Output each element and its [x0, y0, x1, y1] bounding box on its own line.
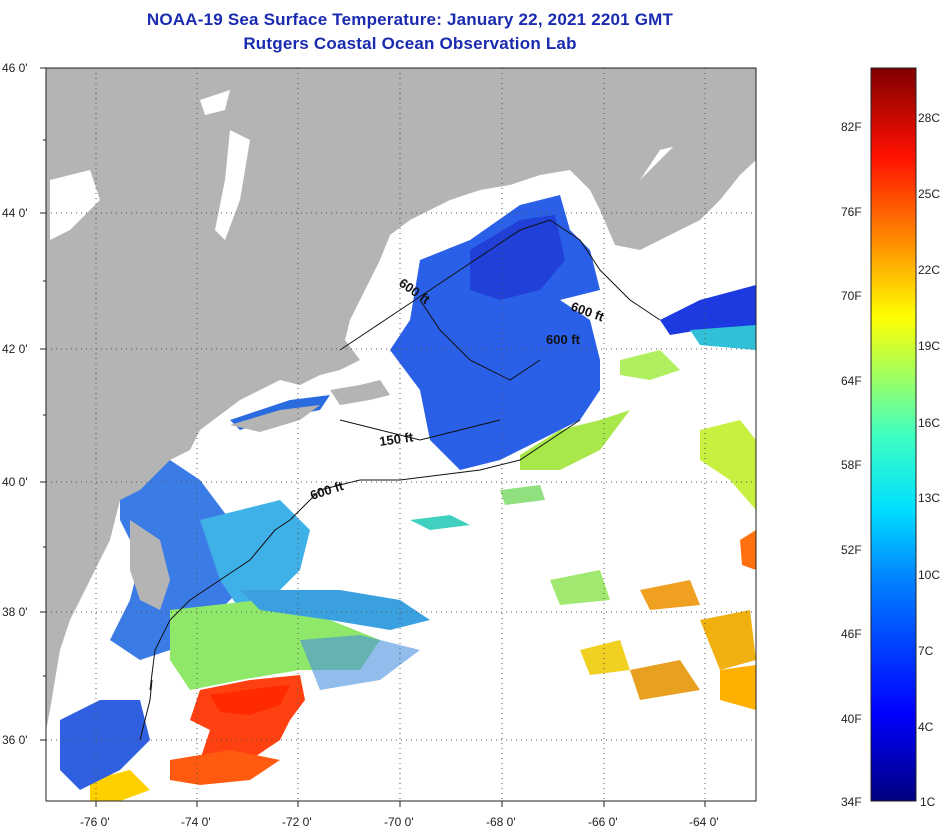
colorbar-c-label: 4C: [918, 720, 934, 734]
lat-label: 46 0': [2, 61, 28, 75]
lat-label: 40 0': [2, 475, 28, 489]
contour-label-3: 600 ft: [546, 332, 581, 347]
lon-label: -64 0': [689, 815, 719, 829]
lon-label: -66 0': [588, 815, 618, 829]
colorbar-f-label: 40F: [841, 712, 862, 726]
colorbar-f-label: 34F: [841, 795, 862, 809]
colorbar-f-label: 64F: [841, 374, 862, 388]
lon-label: -70 0': [384, 815, 414, 829]
lat-label: 44 0': [2, 206, 28, 220]
lon-label: -74 0': [181, 815, 211, 829]
map-title: NOAA-19 Sea Surface Temperature: January…: [146, 10, 674, 29]
lon-label: -68 0': [486, 815, 516, 829]
latitude-labels: 46 0' 44 0' 42 0' 40 0' 38 0' 36 0': [2, 61, 28, 747]
tick-marks: [40, 67, 706, 807]
colorbar-c-label: 10C: [918, 568, 940, 582]
colorbar-c-label: 19C: [918, 339, 940, 353]
colorbar-c-label: 25C: [918, 187, 940, 201]
colorbar-f-label: 70F: [841, 289, 862, 303]
lat-label: 36 0': [2, 733, 28, 747]
lat-label: 38 0': [2, 605, 28, 619]
colorbar-c-label: 1C: [920, 795, 936, 809]
longitude-labels: -76 0' -74 0' -72 0' -70 0' -68 0' -66 0…: [80, 815, 719, 829]
graticule: [46, 68, 756, 801]
contour-label-4: 150 ft: [378, 429, 414, 449]
lon-label: -76 0': [80, 815, 110, 829]
colorbar-f-label: 76F: [841, 205, 862, 219]
lat-label: 42 0': [2, 342, 28, 356]
colorbar-c-label: 22C: [918, 263, 940, 277]
lon-label: -72 0': [282, 815, 312, 829]
colorbar-c-label: 28C: [918, 111, 940, 125]
map-subtitle: Rutgers Coastal Ocean Observation Lab: [243, 34, 577, 53]
depth-contours: [139, 219, 661, 741]
colorbar-f-label: 52F: [841, 543, 862, 557]
colorbar-c-label: 16C: [918, 416, 940, 430]
colorbar-c-label: 13C: [918, 491, 940, 505]
colorbar: 82F 76F 70F 64F 58F 52F 46F 40F 34F 28C …: [841, 67, 940, 809]
colorbar-f-label: 82F: [841, 120, 862, 134]
colorbar-f-label: 46F: [841, 627, 862, 641]
map-frame: [45, 67, 757, 802]
colorbar-gradient: [870, 67, 917, 802]
land: [46, 68, 756, 730]
colorbar-f-label: 58F: [841, 458, 862, 472]
colorbar-c-label: 7C: [918, 644, 934, 658]
